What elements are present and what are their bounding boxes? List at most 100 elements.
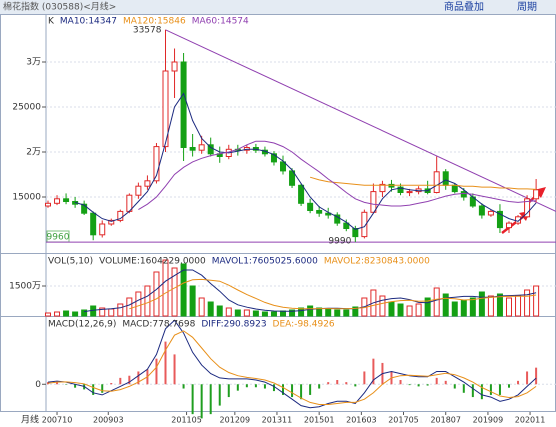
volume-bar xyxy=(99,307,106,317)
legend-label: VOL(5,10) xyxy=(48,257,93,267)
menu-period[interactable]: 周期 xyxy=(517,1,537,13)
candle-body xyxy=(379,183,386,193)
candle-body xyxy=(54,198,61,204)
candle-body xyxy=(44,202,51,207)
volume-bar xyxy=(44,312,51,317)
y-tick-label: 25000 xyxy=(12,102,41,112)
y-tick-label: 0 xyxy=(35,380,41,390)
header-bar xyxy=(0,0,556,14)
volume-bar xyxy=(388,301,395,317)
volume-bar xyxy=(469,297,476,317)
volume-bar xyxy=(478,291,485,317)
legend-label: K xyxy=(48,17,55,27)
legend-entry: MA120:15846 xyxy=(123,17,186,27)
volume-bar xyxy=(415,303,422,317)
volume-bar xyxy=(316,307,323,317)
candle-body xyxy=(117,210,124,221)
candle-body xyxy=(171,61,178,72)
candle-body xyxy=(307,202,314,212)
candle-body xyxy=(334,214,341,224)
series-line xyxy=(309,176,537,190)
legend-entry: MAVOL2:8230843.0000 xyxy=(324,257,430,267)
x-tick-label: 200903 xyxy=(93,416,124,425)
candle-body xyxy=(144,180,151,187)
volume-bar xyxy=(243,309,250,317)
legend-label: MACD(12,26,9) xyxy=(48,320,116,330)
low-readout: 9960 xyxy=(47,233,70,243)
legend-entry: DEA:-98.4926 xyxy=(273,320,335,330)
volume-bar xyxy=(442,293,449,317)
volume-bar xyxy=(451,301,458,317)
trend-line xyxy=(165,29,556,212)
header-title: 棉花指数 (030588)<月线> xyxy=(3,1,116,13)
candle-body xyxy=(370,191,377,213)
volume-bar xyxy=(406,305,413,317)
y-tick-label: 2万 xyxy=(26,147,41,157)
x-tick-label: 201105 xyxy=(171,416,202,425)
volume-bar xyxy=(307,305,314,317)
volume-bar xyxy=(252,310,259,317)
volume-bar xyxy=(81,309,88,317)
candle-body xyxy=(343,222,350,230)
candle-body xyxy=(442,171,449,186)
candle-body xyxy=(460,191,467,198)
candle-body xyxy=(280,161,287,172)
legend-entry: MAVOL1:7605025.6000 xyxy=(212,257,318,267)
x-tick-label: 201807 xyxy=(430,416,461,425)
x-tick-label: 200710 xyxy=(42,416,73,425)
high-label: 33578 xyxy=(133,25,162,35)
candle-body xyxy=(361,211,368,238)
x-tick-label: 202011 xyxy=(515,416,546,425)
x-tick-label: 201311 xyxy=(262,416,293,425)
volume-bar xyxy=(515,295,522,317)
candle-body xyxy=(352,228,359,238)
series-line xyxy=(74,92,537,230)
series-line xyxy=(138,140,537,211)
candle-body xyxy=(298,184,305,204)
candle-body xyxy=(487,210,494,216)
volume-bar xyxy=(424,297,431,317)
x-tick-label: 201705 xyxy=(388,416,419,425)
volume-bar xyxy=(524,289,531,317)
volume-bar xyxy=(144,285,151,317)
candle-body xyxy=(397,186,404,194)
volume-bar xyxy=(171,267,178,317)
legend-entry: MA60:14574 xyxy=(192,17,249,27)
volume-bar xyxy=(180,263,187,317)
legend-entry: VOLUME:1604229.0000 xyxy=(99,257,206,267)
candle-body xyxy=(316,210,323,214)
candle-body xyxy=(99,223,106,236)
volume-bar xyxy=(90,305,97,317)
volume-bar xyxy=(487,295,494,317)
low-label: 9990 xyxy=(328,237,351,247)
volume-bar xyxy=(505,297,512,317)
x-tick-label: 201603 xyxy=(346,416,377,425)
series-line xyxy=(84,269,537,313)
candle-body xyxy=(180,61,187,148)
candle-body xyxy=(270,153,277,163)
candle-body xyxy=(162,70,169,148)
legend-entry: DIFF:290.8923 xyxy=(201,320,266,330)
volume-bar xyxy=(397,303,404,317)
candle-body xyxy=(515,216,522,224)
candle-body xyxy=(433,171,440,194)
volume-bar xyxy=(533,285,540,317)
volume-bar xyxy=(72,311,79,317)
volume-bar xyxy=(117,303,124,317)
volume-bar xyxy=(433,287,440,317)
legend-entry: MACD:778.7698 xyxy=(122,320,195,330)
candle-body xyxy=(406,191,413,194)
candle-body xyxy=(135,185,142,196)
y-tick-label: 15000 xyxy=(12,193,41,203)
volume-bar xyxy=(379,295,386,317)
candle-body xyxy=(90,212,97,236)
series-line xyxy=(47,330,537,405)
volume-bar xyxy=(153,271,160,317)
menu-overlay[interactable]: 商品叠加 xyxy=(444,0,484,13)
candle-body xyxy=(198,144,205,151)
candle-body xyxy=(289,170,296,186)
volume-bar xyxy=(135,291,142,317)
candle-body xyxy=(451,184,458,193)
x-axis-label: 月线 xyxy=(21,414,39,426)
